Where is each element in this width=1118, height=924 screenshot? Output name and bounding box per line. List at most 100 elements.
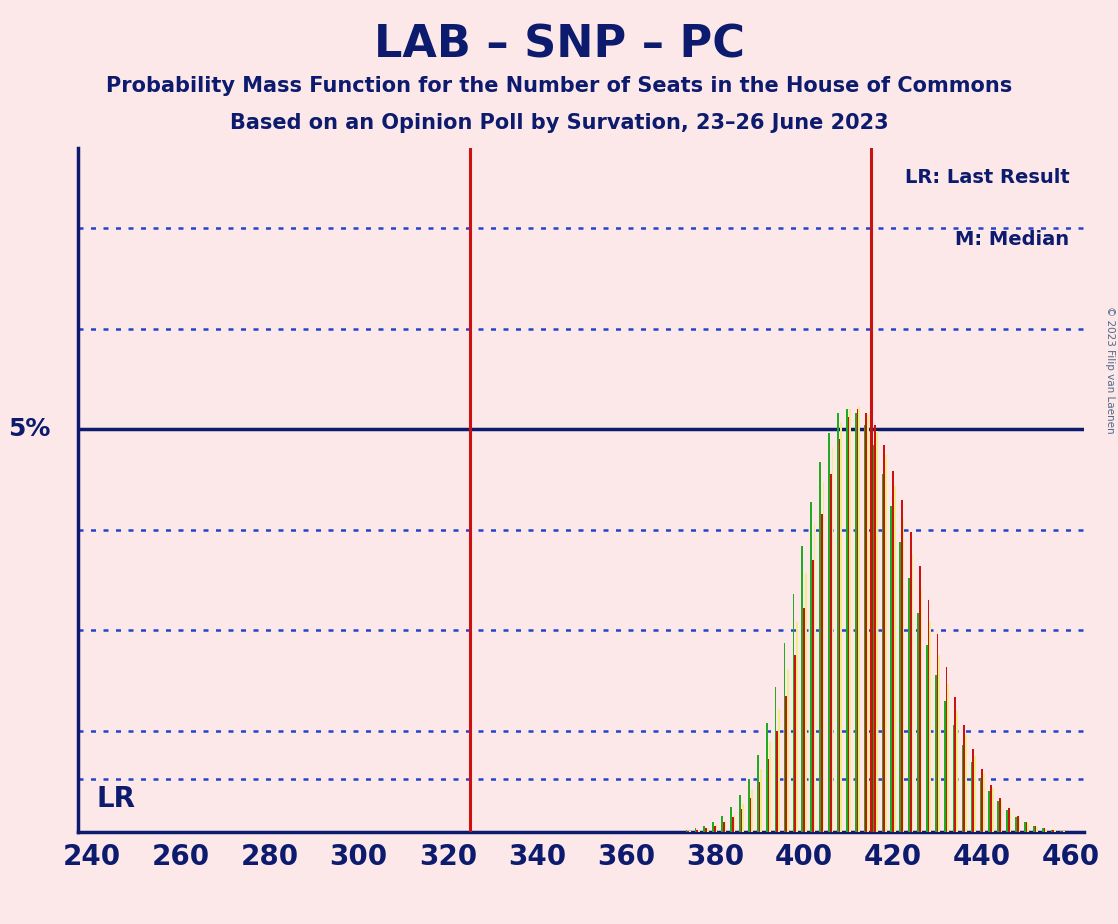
- Bar: [935, 675, 937, 832]
- Bar: [1042, 829, 1043, 832]
- Bar: [698, 830, 700, 832]
- Bar: [955, 698, 956, 832]
- Bar: [759, 782, 760, 832]
- Bar: [991, 785, 992, 832]
- Bar: [769, 741, 771, 832]
- Bar: [883, 445, 885, 832]
- Bar: [1052, 830, 1054, 832]
- Bar: [882, 474, 883, 832]
- Bar: [811, 502, 812, 832]
- Text: M: Median: M: Median: [955, 230, 1070, 249]
- Bar: [828, 433, 830, 832]
- Bar: [1054, 830, 1055, 832]
- Bar: [859, 407, 860, 832]
- Text: LR: Last Result: LR: Last Result: [904, 168, 1070, 188]
- Bar: [992, 788, 994, 832]
- Bar: [830, 474, 832, 832]
- Bar: [787, 669, 788, 832]
- Bar: [739, 796, 741, 832]
- Bar: [1018, 817, 1021, 832]
- Bar: [1025, 822, 1027, 832]
- Text: Probability Mass Function for the Number of Seats in the House of Commons: Probability Mass Function for the Number…: [106, 76, 1012, 96]
- Bar: [1010, 809, 1012, 832]
- Bar: [750, 797, 751, 832]
- Bar: [1045, 829, 1046, 832]
- Bar: [964, 725, 965, 832]
- Bar: [707, 829, 709, 832]
- Bar: [741, 809, 742, 832]
- Bar: [730, 808, 732, 832]
- Bar: [970, 762, 973, 832]
- Bar: [928, 600, 929, 832]
- Bar: [983, 773, 985, 832]
- Bar: [832, 447, 833, 832]
- Text: LR: LR: [96, 785, 135, 813]
- Bar: [938, 654, 940, 832]
- Bar: [732, 817, 733, 832]
- Bar: [1027, 822, 1029, 832]
- Bar: [714, 826, 716, 832]
- Bar: [885, 456, 887, 832]
- Bar: [850, 409, 851, 832]
- Bar: [838, 439, 841, 832]
- Text: Based on an Opinion Poll by Survation, 23–26 June 2023: Based on an Opinion Poll by Survation, 2…: [229, 113, 889, 133]
- Bar: [768, 760, 769, 832]
- Bar: [1015, 817, 1017, 832]
- Bar: [929, 623, 931, 832]
- Bar: [926, 645, 928, 832]
- Bar: [1001, 800, 1003, 832]
- Bar: [911, 554, 913, 832]
- Bar: [821, 514, 823, 832]
- Bar: [814, 524, 815, 832]
- Bar: [778, 710, 779, 832]
- Bar: [908, 578, 910, 832]
- Bar: [748, 779, 750, 832]
- Text: © 2023 Filip van Laenen: © 2023 Filip van Laenen: [1105, 306, 1115, 433]
- Bar: [703, 826, 705, 832]
- Bar: [919, 566, 920, 832]
- Bar: [841, 423, 842, 832]
- Bar: [724, 821, 727, 832]
- Bar: [920, 589, 922, 832]
- Bar: [757, 755, 759, 832]
- Bar: [705, 829, 707, 832]
- Bar: [961, 745, 964, 832]
- Bar: [723, 822, 724, 832]
- Bar: [874, 425, 877, 832]
- Bar: [793, 594, 794, 832]
- Bar: [847, 418, 850, 832]
- Bar: [1034, 826, 1036, 832]
- Bar: [751, 790, 754, 832]
- Bar: [901, 500, 902, 832]
- Bar: [892, 471, 894, 832]
- Bar: [910, 532, 911, 832]
- Bar: [785, 697, 787, 832]
- Bar: [868, 415, 869, 832]
- Bar: [784, 642, 785, 832]
- Bar: [873, 445, 874, 832]
- Bar: [812, 560, 814, 832]
- Bar: [712, 822, 714, 832]
- Bar: [965, 736, 967, 832]
- Bar: [685, 830, 688, 832]
- Bar: [805, 573, 806, 832]
- Bar: [946, 667, 947, 832]
- Bar: [823, 481, 824, 832]
- Bar: [846, 409, 847, 832]
- Bar: [802, 546, 803, 832]
- Bar: [865, 413, 868, 832]
- Text: 5%: 5%: [8, 418, 50, 442]
- Bar: [997, 801, 999, 832]
- Bar: [796, 623, 797, 832]
- Bar: [1036, 827, 1038, 832]
- Bar: [716, 825, 718, 832]
- Bar: [1033, 826, 1034, 832]
- Bar: [973, 748, 974, 832]
- Bar: [999, 797, 1001, 832]
- Bar: [819, 462, 821, 832]
- Bar: [694, 829, 697, 832]
- Bar: [803, 608, 805, 832]
- Bar: [1051, 830, 1052, 832]
- Bar: [877, 431, 878, 832]
- Bar: [742, 804, 745, 832]
